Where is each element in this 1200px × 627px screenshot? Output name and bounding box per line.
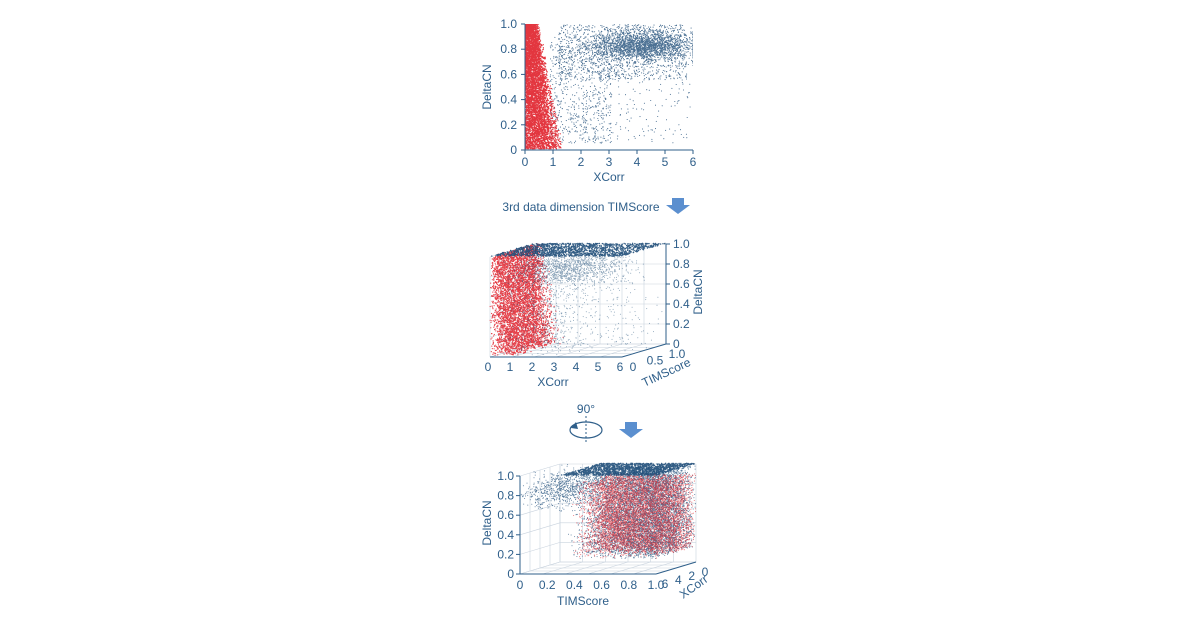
x-tick-label: 1 <box>507 360 514 374</box>
down-arrow-icon <box>619 422 643 438</box>
y-tick-label: 1.0 <box>500 17 517 31</box>
scatter-3d-axes: 0 1 2 3 4 5 6 0 0.5 1.000.20.40.60.81.0 <box>485 237 690 374</box>
y-axis-ticks: 0 0.2 0.4 0.6 0.8 1.0 <box>500 17 525 157</box>
z-tick-label: 1.0 <box>673 237 690 251</box>
z-tick-label: 0.2 <box>497 547 514 561</box>
x-tick-label: 2 <box>578 155 585 169</box>
x-tick-label: 4 <box>573 360 580 374</box>
depth-tick-label: 6 <box>662 577 669 591</box>
y-axis-title: DeltaCN <box>480 64 494 109</box>
red-series-points <box>525 24 562 150</box>
blue-series-points <box>549 24 693 144</box>
depth-axis-line <box>621 343 667 358</box>
x-tick-label: 2 <box>529 360 536 374</box>
x-axis-ticks: 0 1 2 3 4 5 6 <box>522 150 697 169</box>
x-tick-label: 0.4 <box>566 578 583 592</box>
blue-series-points <box>497 243 663 356</box>
top-plane-points <box>491 242 666 257</box>
scatter-2d-points <box>525 24 693 150</box>
depth-tick-label: 0 <box>630 360 637 374</box>
x-tick-label: 5 <box>595 360 602 374</box>
x-tick-label: 4 <box>634 155 641 169</box>
x-tick-label: 5 <box>662 155 669 169</box>
x-tick-label: 0 <box>517 578 524 592</box>
z-tick-label: 0.8 <box>673 257 690 271</box>
x-tick-label: 0 <box>522 155 529 169</box>
z-tick-label: 0.6 <box>673 277 690 291</box>
depth-tick-label: 1.0 <box>669 347 686 361</box>
z-tick-label: 0.2 <box>673 317 690 331</box>
depth-tick-label: 0 <box>702 565 709 579</box>
depth-tick-label: 0.5 <box>647 354 664 368</box>
x-tick-label: 1.0 <box>648 578 665 592</box>
rotation-caption: 90° <box>577 402 595 416</box>
red-series-points <box>572 472 697 559</box>
x-axis-title: XCorr <box>593 170 624 184</box>
x-tick-label: 6 <box>617 360 624 374</box>
x-tick-label: 3 <box>606 155 613 169</box>
x-tick-label: 3 <box>551 360 558 374</box>
scatter-3d-rotated-points <box>520 462 697 559</box>
x-tick-label: 0.6 <box>593 578 610 592</box>
scatter-3d-panel: 0 1 2 3 4 5 6 0 0.5 1.000.20.40.60.81.0 XCorr TIM… <box>485 237 705 390</box>
x-axis-title: TIMScore <box>557 594 609 608</box>
z-tick-label: 0.4 <box>497 528 514 542</box>
z-tick-label: 0.4 <box>673 297 690 311</box>
x-tick-label: 0.2 <box>539 578 556 592</box>
y-tick-label: 0.6 <box>500 67 517 81</box>
x-tick-label: 1 <box>550 155 557 169</box>
z-tick-label: 0 <box>673 337 680 351</box>
z-tick-label: 1.0 <box>497 469 514 483</box>
y-tick-label: 0.8 <box>500 42 517 56</box>
x-axis-title: XCorr <box>537 375 568 389</box>
x-tick-label: 0 <box>485 360 492 374</box>
y-tick-label: 0.4 <box>500 93 517 107</box>
z-axis-title: DeltaCN <box>480 500 494 545</box>
depth-axis-line <box>655 561 697 575</box>
rotate-icon <box>569 416 603 444</box>
y-tick-label: 0.2 <box>500 118 517 132</box>
down-arrow-icon <box>666 198 690 214</box>
depth-tick-label: 2 <box>688 569 695 583</box>
x-tick-label: 0.8 <box>620 578 637 592</box>
x-tick-label: 6 <box>690 155 697 169</box>
z-tick-label: 0.8 <box>497 489 514 503</box>
z-axis-title: DeltaCN <box>691 269 705 314</box>
y-tick-label: 0 <box>510 143 517 157</box>
z-tick-label: 0 <box>507 567 514 581</box>
depth-tick-label: 4 <box>675 573 682 587</box>
scatter-2d-panel: 0 1 2 3 4 5 6 0 0.2 0.4 0.6 0.8 1.0 XCorr DeltaCN <box>480 17 697 184</box>
scatter-3d-points <box>489 242 666 356</box>
z-tick-label: 0.6 <box>497 508 514 522</box>
dimension-caption: 3rd data dimension TIMScore <box>502 200 660 214</box>
top-plane-points <box>561 462 695 476</box>
